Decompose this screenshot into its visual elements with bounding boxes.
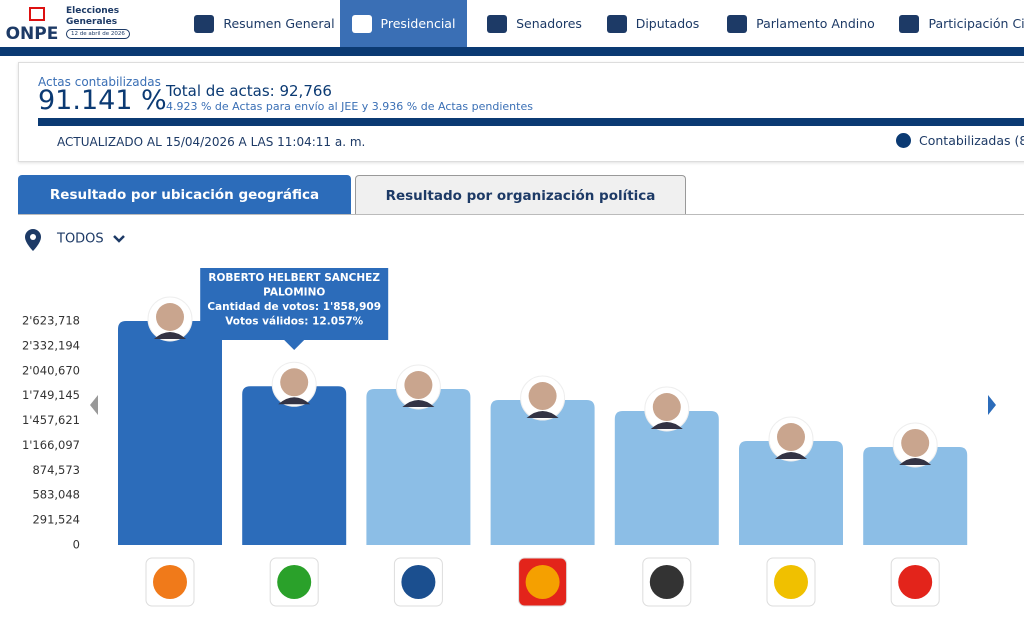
party-logo-mark <box>153 565 187 599</box>
candidate-face <box>528 382 557 411</box>
legend-label: Contabilizadas (8 <box>919 133 1024 148</box>
counted-label: Actas contabilizadas <box>38 75 161 89</box>
filter[interactable]: TODOS <box>24 227 134 255</box>
logo-mark: ONPE <box>6 7 59 44</box>
tooltip-line: PALOMINO <box>263 287 325 299</box>
party-logo-mark <box>649 565 684 599</box>
y-tick-label: 2'332,194 <box>22 338 80 352</box>
event-date: 12 de abril de 2026 <box>66 29 130 39</box>
nav-icon <box>351 14 372 33</box>
nav-icon <box>727 14 748 33</box>
nav-item[interactable]: Diputados <box>598 0 708 47</box>
next-arrow[interactable] <box>988 395 996 415</box>
party-logo-mark <box>401 565 436 599</box>
bar <box>366 389 471 545</box>
filter-label[interactable]: TODOS <box>56 232 104 247</box>
bar <box>118 321 222 545</box>
tab[interactable]: Resultado por organización política <box>355 175 686 215</box>
candidate-suit <box>650 422 683 430</box>
y-tick-label: 1'166,097 <box>22 438 80 452</box>
candidate-face <box>280 368 309 397</box>
nav-item[interactable]: Presidencial <box>340 0 467 47</box>
y-tick-label: 1'749,145 <box>22 388 80 402</box>
candidate-face <box>156 303 184 331</box>
tooltip-pointer <box>284 340 305 350</box>
bar <box>490 400 595 545</box>
candidate-suit <box>278 397 311 405</box>
chart: 0 291,524 583,048 874,573 1'166,097 1'457,621… <box>22 268 996 607</box>
event-name: Elecciones Generales <box>66 6 120 27</box>
actas-detail: 4.923 % de Actas para envío al JEE y 3.9… <box>166 100 533 113</box>
y-tick-label: 1'457,621 <box>22 413 80 427</box>
party-logo-mark <box>898 565 933 599</box>
tooltip-line: ROBERTO HELBERT SANCHEZ <box>208 272 380 284</box>
y-tick-label: 583,048 <box>32 488 80 502</box>
y-tick-label: 2'623,718 <box>22 314 80 328</box>
nav-label[interactable]: Participación Ciud <box>928 16 1024 31</box>
nav-item[interactable]: Participación Ciud <box>890 0 1024 47</box>
y-tick-label: 0 <box>73 538 80 552</box>
top-nav: ONPE Elecciones Generales 12 de abril de… <box>0 0 1024 47</box>
nav-icon <box>487 14 508 33</box>
progress-bar <box>38 118 1024 126</box>
bar <box>863 446 968 545</box>
nav-icon <box>899 14 920 33</box>
nav-bar <box>0 47 1024 56</box>
candidate-face <box>404 371 433 400</box>
nav-label[interactable]: Resumen General <box>223 16 335 31</box>
tooltip-line: Cantidad de votos: 1'858,909 <box>207 301 381 313</box>
nav-icon <box>606 14 627 33</box>
candidate-face <box>901 428 930 457</box>
y-tick-label: 2'040,670 <box>22 363 80 377</box>
candidate-suit <box>775 452 807 460</box>
party-logo-mark <box>525 565 560 599</box>
y-tick-label: 874,573 <box>32 463 80 477</box>
nav-item[interactable]: Resumen General <box>192 0 337 47</box>
tooltip-box <box>200 268 389 340</box>
bar <box>242 386 347 545</box>
summary-card: Actas contabilizadas 91.141 % Total de a… <box>18 62 1024 162</box>
candidate-suit <box>899 457 932 465</box>
y-tick-label: 291,524 <box>32 513 80 527</box>
candidate-face <box>652 393 681 422</box>
tab[interactable]: Resultado por ubicación geográfica <box>18 175 351 215</box>
tooltip-line: Votos válidos: 12.057% <box>225 316 363 328</box>
nav-label[interactable]: Senadores <box>516 16 582 31</box>
candidate-face <box>777 423 805 452</box>
counted-value: 91.141 % <box>38 85 167 116</box>
party-logo-mark <box>774 565 808 599</box>
nav-item[interactable]: Parlamento Andino <box>726 0 876 47</box>
nav-label[interactable]: Presidencial <box>380 16 456 31</box>
candidate-suit <box>402 400 435 408</box>
nav-icon <box>194 14 215 33</box>
nav-label[interactable]: Diputados <box>635 16 700 31</box>
party-logo-mark <box>277 565 312 599</box>
legend-dot <box>896 133 911 148</box>
nav-item[interactable]: Senadores <box>478 0 591 47</box>
bar <box>614 411 719 545</box>
candidate-suit <box>526 411 559 419</box>
total-actas: Total de actas: 92,766 <box>166 82 332 100</box>
candidate-suit <box>154 332 186 339</box>
nav-label[interactable]: Parlamento Andino <box>756 16 875 31</box>
prev-arrow[interactable] <box>90 395 98 415</box>
bar <box>739 441 843 545</box>
logo-text: ONPE <box>6 24 59 44</box>
tab-line <box>18 214 1024 215</box>
updated: ACTUALIZADO AL 15/04/2026 A LAS 11:04:11… <box>57 135 366 149</box>
